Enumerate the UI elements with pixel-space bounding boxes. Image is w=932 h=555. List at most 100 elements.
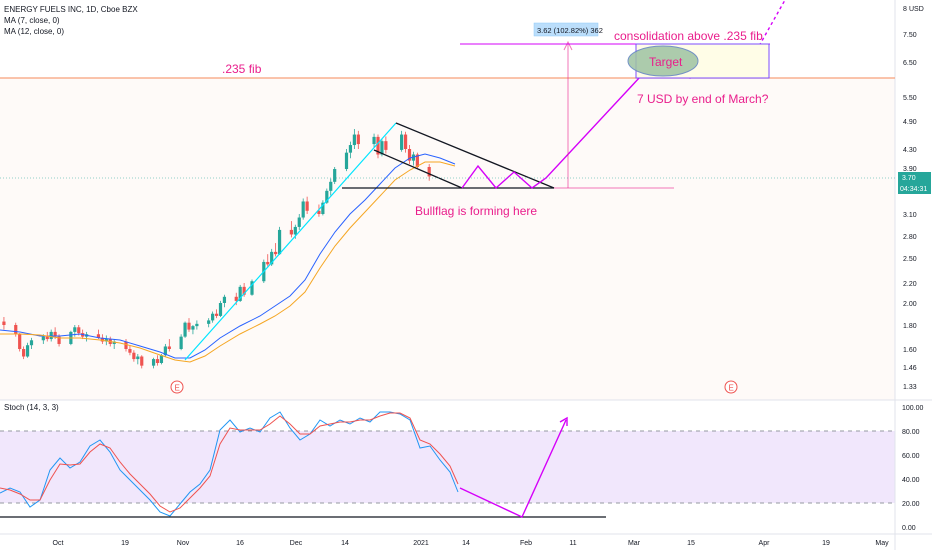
indicator-ma12[interactable]: MA (12, close, 0) — [4, 27, 64, 36]
time-tick-label: 19 — [121, 540, 129, 547]
candle-body — [207, 320, 211, 324]
stoch-panel[interactable] — [0, 401, 895, 534]
candle-body — [45, 336, 49, 340]
candle-body — [14, 325, 18, 335]
candle-body — [77, 327, 81, 334]
indicator-ma7[interactable]: MA (7, close, 0) — [4, 16, 60, 25]
candle-body — [195, 323, 199, 327]
candle-body — [400, 134, 404, 150]
candle — [400, 130, 404, 152]
candle-body — [159, 355, 164, 364]
candle-body — [238, 286, 242, 301]
stoch-tick-label: 0.00 — [902, 525, 916, 532]
ma7-line — [0, 153, 456, 359]
time-axis[interactable]: Oct 19 Nov 16 Dec 14 2021 14 Feb 11 Mar 15 Apr 19 May — [53, 540, 890, 547]
candle — [317, 204, 321, 217]
candle — [211, 311, 215, 323]
price-tick-label: 5.50 — [903, 95, 917, 102]
price-tick-label: 4.90 — [903, 119, 917, 126]
candle-body — [155, 359, 160, 364]
candle-body — [376, 136, 380, 155]
candle — [238, 284, 242, 302]
candle-body — [53, 331, 57, 337]
target-ellipse[interactable] — [627, 45, 699, 77]
candle — [250, 279, 254, 296]
price-axis[interactable]: 8 7.50 6.50 5.50 4.90 4.30 3.90 3.10 2.80 2.50 2.2… — [903, 6, 917, 391]
time-tick-label: 14 — [462, 540, 470, 547]
candle — [356, 130, 360, 149]
candle-body — [277, 229, 282, 255]
measure-arrow-head — [563, 40, 573, 51]
candle — [112, 339, 116, 349]
candle — [18, 333, 22, 352]
last-price-badge — [898, 172, 931, 183]
candle-body — [407, 149, 412, 161]
candle — [104, 335, 108, 346]
candle-body — [344, 152, 349, 170]
candle-body — [187, 322, 191, 330]
time-tick-label: Feb — [520, 540, 532, 547]
candle-body — [266, 261, 270, 265]
flag-upper-line — [395, 122, 555, 189]
candle-body — [136, 356, 140, 360]
candle — [155, 355, 160, 366]
candle-body — [415, 154, 419, 168]
candle-body — [57, 336, 61, 344]
price-tick-label: 2.80 — [903, 234, 917, 241]
candle — [2, 317, 6, 330]
candle-body — [191, 326, 195, 330]
price-tick-label: 2.20 — [903, 281, 917, 288]
candle-body — [128, 349, 132, 353]
candle-body — [151, 359, 156, 366]
earnings-marker-2[interactable]: E — [724, 380, 738, 394]
candle — [344, 149, 349, 172]
channel-upper-line — [184, 122, 397, 361]
candle — [305, 196, 309, 214]
stoch-tick-label: 40.00 — [902, 477, 920, 484]
candle-body — [100, 337, 104, 342]
time-tick-label: 19 — [822, 540, 830, 547]
candle-body — [234, 296, 238, 301]
candle — [207, 318, 211, 328]
candle-body — [96, 334, 101, 338]
candle-body — [289, 229, 293, 235]
candle-body — [29, 340, 34, 346]
symbol-title: ENERGY FUELS INC, 1D, Cboe BZX — [4, 5, 138, 14]
countdown-badge — [898, 183, 931, 194]
candle-body — [104, 339, 108, 342]
candle-body — [18, 334, 22, 349]
stoch-title[interactable]: Stoch (14, 3, 3) — [4, 403, 59, 412]
candle-body — [49, 331, 53, 340]
candle — [45, 331, 49, 342]
price-tick-label: 4.30 — [903, 147, 917, 154]
candle-body — [356, 134, 360, 145]
candle — [100, 334, 104, 344]
fib-label: .235 fib — [222, 62, 262, 76]
candle-body — [242, 286, 246, 295]
candle — [321, 200, 325, 216]
candle-body — [372, 136, 376, 145]
candle-body — [163, 346, 167, 356]
candle-body — [301, 201, 305, 218]
stoch-tick-label: 80.00 — [902, 429, 920, 436]
candle — [352, 129, 356, 149]
candle-body — [380, 141, 384, 155]
candle — [124, 339, 128, 352]
stoch-projection-head — [559, 416, 568, 426]
candle-body — [270, 251, 274, 265]
candle-body — [211, 313, 215, 321]
candle — [128, 345, 132, 356]
candle-body — [179, 336, 183, 349]
earnings-marker-1[interactable]: E — [170, 380, 184, 394]
target-label: Target — [649, 55, 683, 69]
candle — [195, 320, 199, 330]
candle-body — [167, 346, 171, 349]
price-target-label: 7 USD by end of March? — [637, 92, 769, 106]
candle-body — [325, 190, 329, 203]
candle — [329, 178, 333, 196]
stoch-axis[interactable]: 100.00 80.00 60.00 40.00 20.00 0.00 — [902, 405, 924, 532]
candle-body — [317, 210, 321, 214]
candle — [242, 283, 246, 297]
last-price-label: 3.70 — [902, 175, 916, 182]
